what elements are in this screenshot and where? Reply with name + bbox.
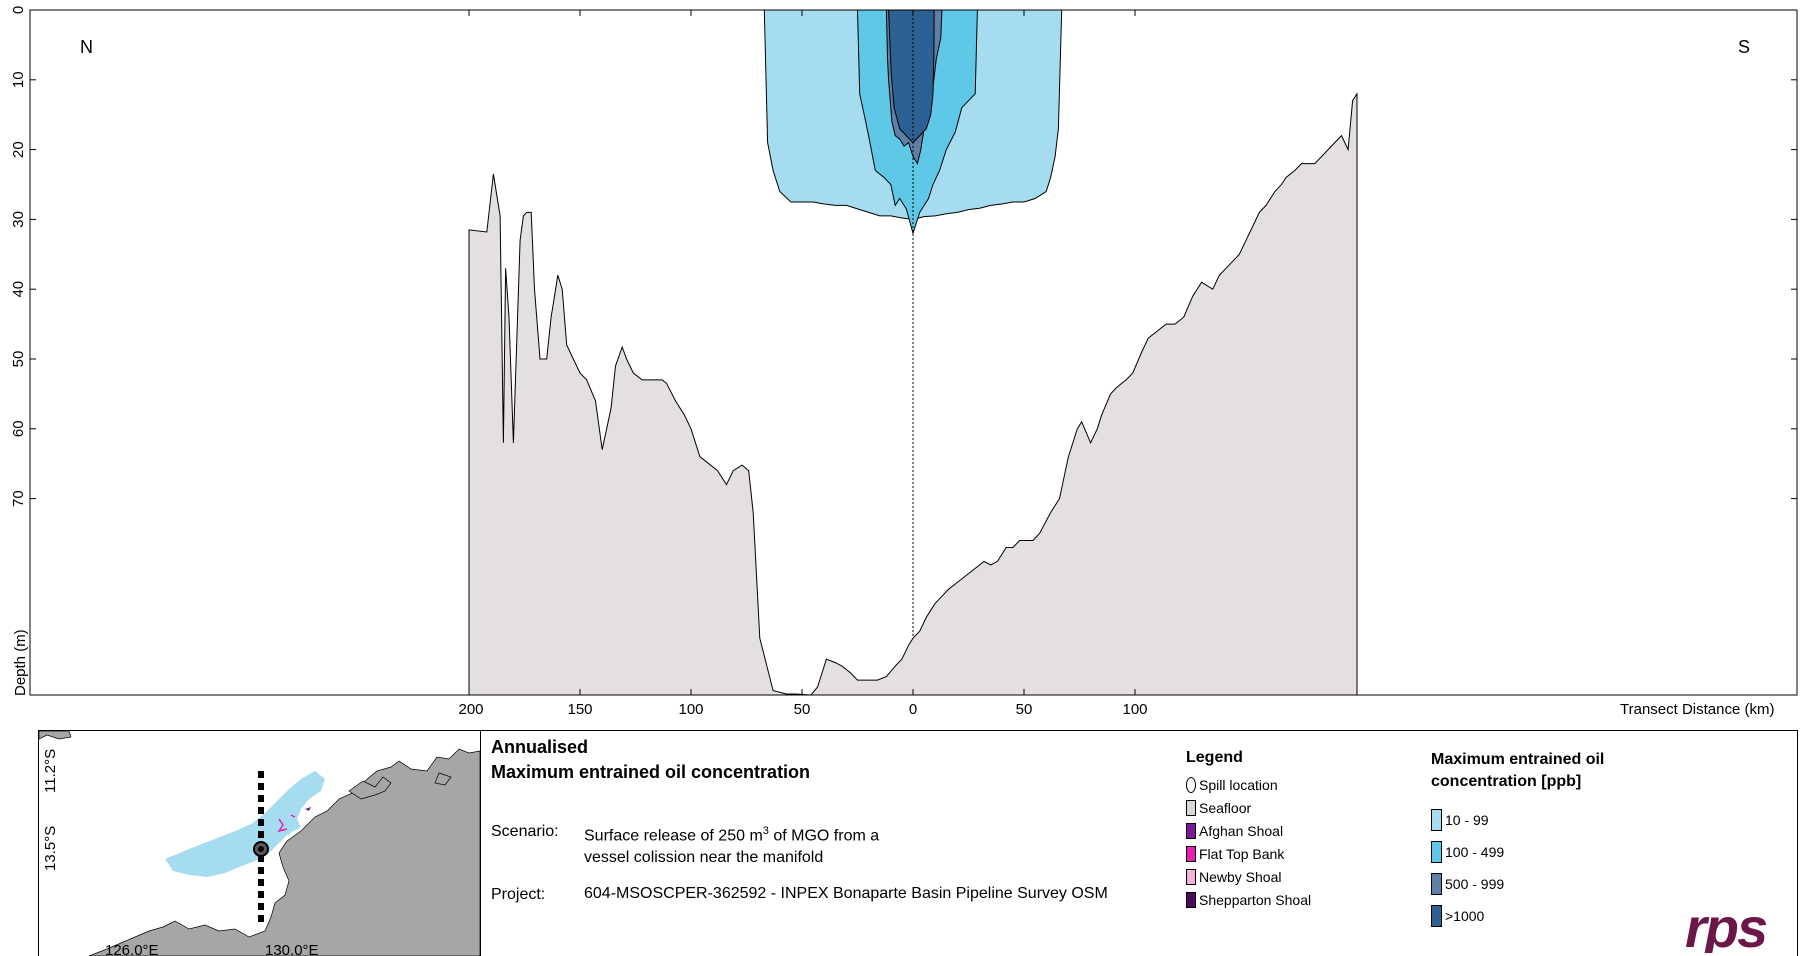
lat-label-2: 13.5°S — [42, 826, 59, 871]
lon-label-1: 126.0°E — [105, 942, 159, 956]
y-tick-label-40: 40 — [10, 281, 27, 298]
y-axis-label: Depth (m) — [12, 629, 29, 696]
concentration-label: 500 - 999 — [1445, 876, 1505, 892]
spill-footprint — [165, 771, 325, 877]
project-label: Project: — [491, 886, 546, 903]
concentration-swatch — [1431, 873, 1442, 895]
concentration-legend-item: 10 - 99 — [1431, 809, 1489, 831]
concentration-legend-item: 100 - 499 — [1431, 841, 1504, 863]
x-axis-label: Transect Distance (km) — [1620, 701, 1774, 718]
legend-label: Shepparton Shoal — [1199, 892, 1312, 908]
lon-label-2: 130.0°E — [265, 942, 319, 956]
y-tick-label-20: 20 — [10, 141, 27, 158]
legend-label: Seafloor — [1199, 800, 1252, 816]
scenario-line2: vessel colission near the manifold — [584, 849, 824, 867]
legend-swatch — [1186, 869, 1196, 885]
y-tick-label-10: 10 — [10, 71, 27, 88]
panel-title-main: Maximum entrained oil concentration — [491, 762, 811, 782]
x-tick-label-1: 150 — [567, 701, 592, 718]
x-tick-label-3: 50 — [794, 701, 811, 718]
x-tick-label-6: 100 — [1122, 701, 1147, 718]
x-tick-label-0: 200 — [458, 701, 483, 718]
land-mass-islands — [348, 772, 452, 800]
y-tick-label-30: 30 — [10, 211, 27, 228]
scenario-superscript: 3 — [762, 825, 769, 837]
scenario-text-a: Surface release of 250 m — [584, 827, 763, 845]
legend-swatch — [1186, 777, 1196, 793]
inset-map-graphic: 11.2°S 13.5°S 126.0°E 130.0°E — [39, 731, 480, 956]
y-tick-label-50: 50 — [10, 351, 27, 368]
concentration-label: 100 - 499 — [1445, 844, 1505, 860]
legend-label: Spill location — [1199, 777, 1278, 793]
concentration-legend-heading: Maximum entrained oil concentration [ppb… — [1431, 749, 1604, 793]
legend-item: Afghan Shoal — [1186, 823, 1283, 839]
concentration-legend-item: 500 - 999 — [1431, 873, 1504, 895]
seafloor-area — [468, 92, 1358, 696]
legend-heading: Legend — [1186, 749, 1243, 766]
scenario-text-b: of MGO from a — [768, 827, 880, 845]
afghan-shoal-marker — [305, 807, 311, 811]
concentration-swatch — [1431, 905, 1442, 927]
concentration-swatch — [1431, 841, 1442, 863]
legend-swatch — [1186, 846, 1196, 862]
concentration-label: >1000 — [1445, 908, 1485, 924]
rps-logo: rps — [1685, 903, 1769, 953]
y-tick-label-60: 60 — [10, 420, 27, 437]
legend-swatch — [1186, 823, 1196, 839]
lat-label-1: 11.2°S — [42, 749, 59, 793]
y-tick-label-0: 0 — [10, 6, 27, 14]
info-panel: Annualised Maximum entrained oil concent… — [480, 730, 1798, 956]
concentration-label: 10 - 99 — [1445, 812, 1489, 828]
south-label: S — [1738, 37, 1750, 57]
x-tick-label-4: 0 — [909, 701, 917, 718]
transect-chart: 0 10 20 30 40 50 60 70 200 150 100 50 0 50 100 N S Tra… — [10, 6, 1798, 718]
legend-swatch — [1186, 800, 1196, 816]
legend-label: Afghan Shoal — [1199, 823, 1284, 839]
north-label: N — [80, 37, 93, 57]
inset-map: 11.2°S 13.5°S 126.0°E 130.0°E — [38, 730, 481, 956]
legend-item: Seafloor — [1186, 800, 1251, 816]
x-tick-label-5: 50 — [1016, 701, 1033, 718]
legend-item: Spill location — [1186, 777, 1278, 793]
legend-label: Flat Top Bank — [1199, 846, 1285, 862]
legend-item: Flat Top Bank — [1186, 846, 1284, 862]
concentration-heading-line1: Maximum entrained oil — [1431, 751, 1605, 768]
legend-item: Shepparton Shoal — [1186, 892, 1311, 908]
concentration-heading-line2: concentration [ppb] — [1431, 773, 1582, 790]
rps-logo-text: rps — [1685, 903, 1767, 953]
panel-title-annualised: Annualised — [491, 737, 589, 757]
x-tick-label-2: 100 — [678, 701, 703, 718]
y-tick-label-70: 70 — [10, 490, 27, 507]
scenario-text: Surface release of 250 m3 of MGO from a … — [584, 820, 879, 869]
shoal-markers — [277, 814, 296, 833]
info-section: 11.2°S 13.5°S 126.0°E 130.0°E Annualised… — [0, 727, 1807, 956]
land-mass-west — [39, 731, 72, 740]
legend-label: Newby Shoal — [1199, 869, 1282, 885]
concentration-band-4 — [888, 9, 935, 144]
legend-swatch — [1186, 892, 1196, 908]
spill-location-dot — [258, 846, 264, 852]
concentration-swatch — [1431, 809, 1442, 831]
legend-item: Newby Shoal — [1186, 869, 1282, 885]
project-text: 604-MSOSCPER-362592 - INPEX Bonaparte Ba… — [584, 885, 1108, 902]
land-mass-main — [88, 748, 480, 956]
scenario-label: Scenario: — [491, 823, 559, 840]
concentration-legend-item: >1000 — [1431, 905, 1484, 927]
